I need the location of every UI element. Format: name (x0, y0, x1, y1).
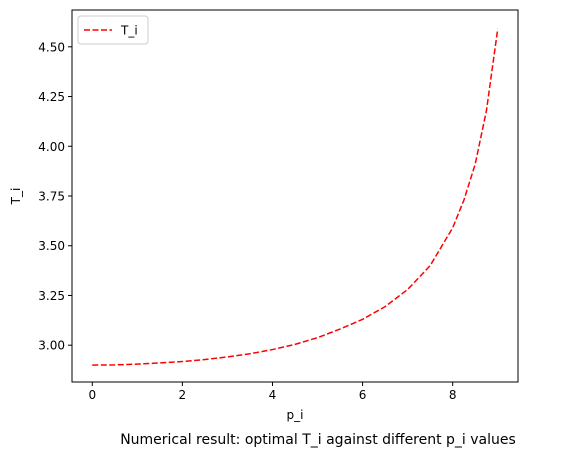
y-tick-label: 3.50 (38, 239, 65, 253)
y-axis-label: T_i (9, 188, 23, 206)
y-tick-label: 3.25 (38, 289, 65, 303)
y-tick-label: 4.00 (38, 140, 65, 154)
legend-label: T_i (120, 24, 138, 38)
x-tick-label: 4 (269, 388, 277, 402)
x-tick-label: 8 (449, 388, 457, 402)
x-axis-label: p_i (287, 408, 304, 422)
y-tick-label: 3.75 (38, 190, 65, 204)
y-tick-label: 4.25 (38, 90, 65, 104)
x-axis-ticks: 0 2 4 6 8 (88, 382, 456, 402)
x-tick-label: 6 (359, 388, 367, 402)
y-tick-label: 4.50 (38, 40, 65, 54)
y-tick-label: 3.00 (38, 339, 65, 353)
y-axis-ticks: 3.00 3.25 3.50 3.75 4.00 4.25 4.50 (38, 40, 72, 352)
legend: T_i (78, 16, 148, 44)
plot-area (72, 10, 518, 382)
chart-caption: Numerical result: optimal T_i against di… (120, 432, 516, 448)
x-tick-label: 0 (88, 388, 96, 402)
x-tick-label: 2 (179, 388, 187, 402)
